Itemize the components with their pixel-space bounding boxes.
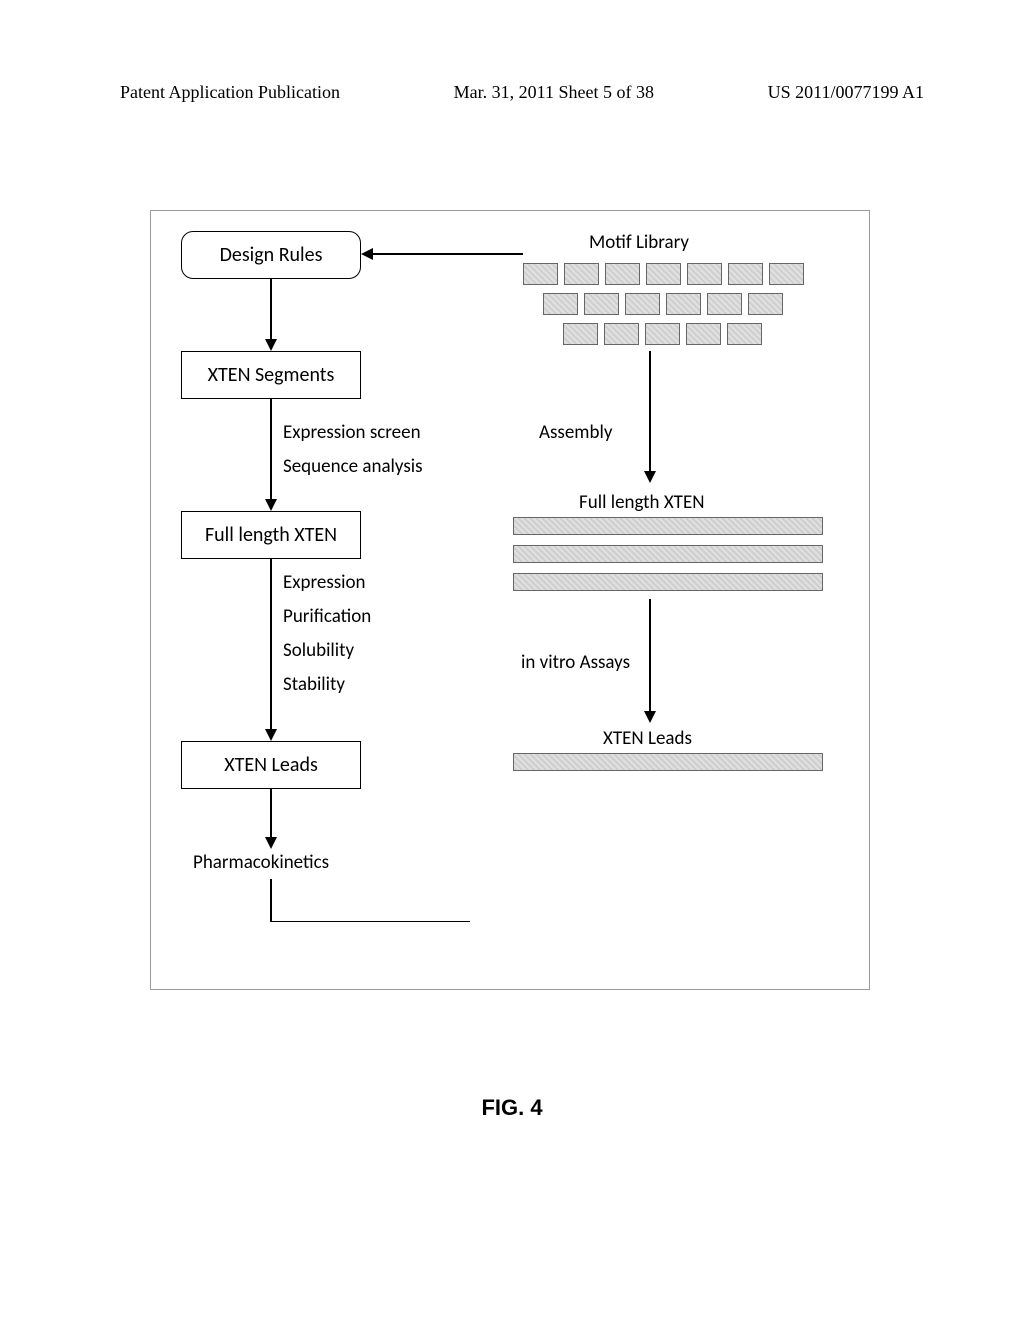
arrow-assembly-head [644, 471, 656, 483]
in-vitro-assays-label: in vitro Assays [521, 651, 630, 674]
bottom-horiz [270, 921, 470, 922]
motif-block [563, 323, 598, 345]
arrow-motif-to-design [373, 253, 523, 255]
figure-label: FIG. 4 [0, 1095, 1024, 1121]
motif-block [707, 293, 742, 315]
step-solubility: Solubility [283, 639, 354, 662]
page-header: Patent Application Publication Mar. 31, … [0, 82, 1024, 103]
motif-block [687, 263, 722, 285]
box-xten-segments: XTEN Segments [181, 351, 361, 399]
diagram-frame: Design Rules XTEN Segments Expression sc… [150, 210, 870, 990]
motif-row-1 [523, 263, 804, 285]
box-full-length-xten: Full length XTEN [181, 511, 361, 559]
full-xten-bar-1 [513, 517, 823, 535]
step-sequence-analysis: Sequence analysis [283, 455, 423, 478]
box-xten-segments-label: XTEN Segments [208, 363, 335, 387]
arrow-1-2-head [265, 339, 277, 351]
arrow-motif-to-design-head [361, 248, 373, 260]
diagram-content: Design Rules XTEN Segments Expression sc… [151, 211, 869, 989]
full-xten-bar-2 [513, 545, 823, 563]
box-full-length-xten-label: Full length XTEN [205, 523, 337, 547]
motif-block [728, 263, 763, 285]
assembly-label: Assembly [539, 421, 612, 444]
arrow-2-3-head [265, 499, 277, 511]
xten-leads-bar [513, 753, 823, 771]
arrow-assay-head [644, 711, 656, 723]
pharmacokinetics-label: Pharmacokinetics [193, 851, 329, 874]
arrow-1-2 [270, 279, 272, 339]
motif-block [564, 263, 599, 285]
motif-library-title: Motif Library [589, 231, 689, 254]
motif-block [645, 323, 680, 345]
arrow-assembly [649, 351, 651, 471]
motif-block [666, 293, 701, 315]
bottom-vert [270, 879, 272, 921]
page: Patent Application Publication Mar. 31, … [0, 0, 1024, 1320]
motif-block [769, 263, 804, 285]
full-xten-bar-3 [513, 573, 823, 591]
arrow-3-4-head [265, 729, 277, 741]
arrow-4-pk [270, 789, 272, 837]
motif-block [523, 263, 558, 285]
motif-block [604, 323, 639, 345]
box-xten-leads-label: XTEN Leads [224, 753, 318, 777]
motif-block [584, 293, 619, 315]
motif-block [686, 323, 721, 345]
motif-block [646, 263, 681, 285]
box-xten-leads: XTEN Leads [181, 741, 361, 789]
motif-row-2 [543, 293, 783, 315]
motif-block [625, 293, 660, 315]
motif-block [605, 263, 640, 285]
arrow-2-3 [270, 399, 272, 499]
arrow-3-4 [270, 559, 272, 729]
motif-row-3 [563, 323, 762, 345]
motif-block [727, 323, 762, 345]
box-design-rules-label: Design Rules [220, 243, 323, 267]
arrow-assay [649, 599, 651, 711]
full-length-xten-right-label: Full length XTEN [579, 491, 705, 514]
header-left: Patent Application Publication [120, 82, 340, 103]
motif-block [543, 293, 578, 315]
xten-leads-right-label: XTEN Leads [603, 727, 692, 750]
arrow-4-pk-head [265, 837, 277, 849]
header-right: US 2011/0077199 A1 [768, 82, 924, 103]
motif-block [748, 293, 783, 315]
box-design-rules: Design Rules [181, 231, 361, 279]
step-expression-screen: Expression screen [283, 421, 421, 444]
step-stability: Stability [283, 673, 345, 696]
step-expression: Expression [283, 571, 366, 594]
step-purification: Purification [283, 605, 371, 628]
header-center: Mar. 31, 2011 Sheet 5 of 38 [454, 82, 654, 103]
